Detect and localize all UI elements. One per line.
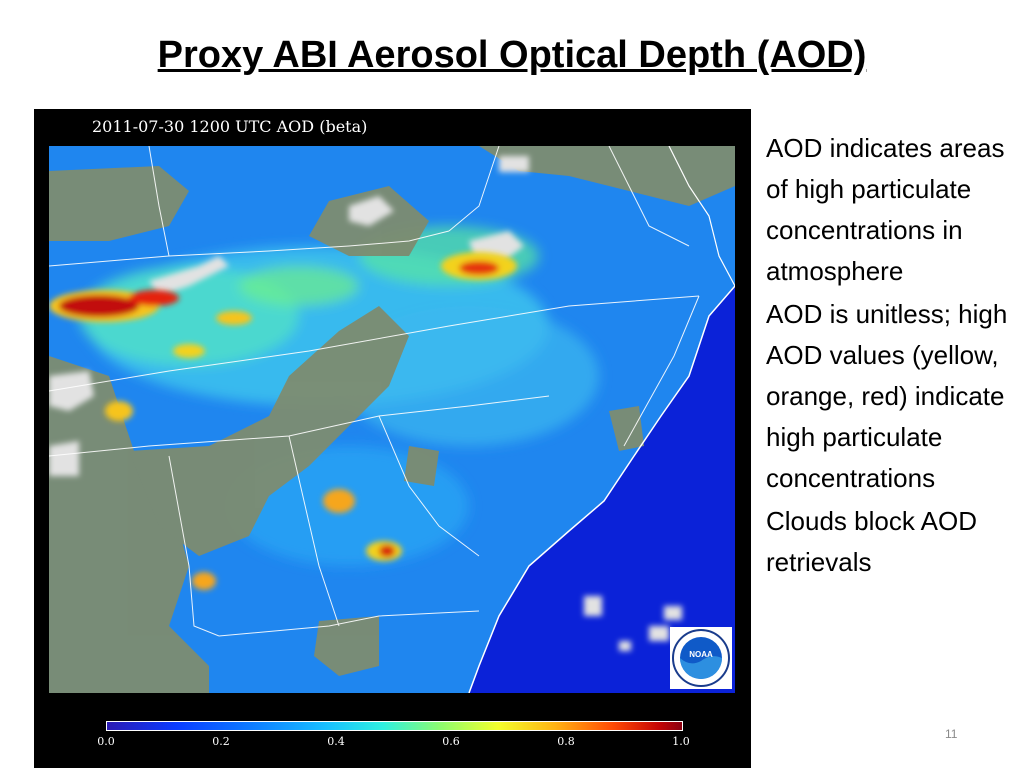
aod-hotspot: [192, 572, 216, 590]
aod-map-panel: 2011-07-30 1200 UTC AOD (beta): [34, 109, 751, 768]
colorbar-tick: 0.8: [557, 735, 575, 748]
state-boundaries: [49, 146, 700, 637]
aod-hotspot: [105, 401, 133, 421]
colorbar-tick: 1.0: [672, 735, 690, 748]
aod-satellite-map: [49, 146, 735, 693]
coastline-north: [668, 146, 735, 287]
noaa-logo: NOAA: [670, 627, 732, 689]
no-retrieval-areas: [49, 146, 735, 693]
aod-hotspot: [323, 489, 355, 513]
colorbar-tick: 0.4: [327, 735, 345, 748]
colorbar: [106, 721, 683, 731]
coastline: [468, 285, 735, 693]
bullet-item: AOD is unitless; high AOD values (yellow…: [766, 299, 1008, 493]
colorbar-tick: 0.0: [97, 735, 115, 748]
cloud-areas: [49, 156, 682, 651]
slide-title: Proxy ABI Aerosol Optical Depth (AOD): [157, 34, 867, 76]
map-header: 2011-07-30 1200 UTC AOD (beta): [92, 117, 368, 136]
aod-hotspot: [379, 545, 395, 557]
slide-number: 11: [945, 727, 958, 741]
noaa-logo-text: NOAA: [689, 650, 713, 659]
aod-hotspot: [216, 311, 252, 325]
aod-hotspot: [459, 261, 499, 275]
bullet-list: AOD indicates areas of high particulate …: [766, 128, 1018, 585]
colorbar-tick: 0.6: [442, 735, 460, 748]
aod-hotspot: [59, 295, 139, 317]
aod-hotspot: [129, 290, 179, 306]
bullet-item: AOD indicates areas of high particulate …: [766, 133, 1005, 286]
colorbar-tick: 0.2: [212, 735, 230, 748]
colorbar-gradient: [106, 721, 683, 731]
bullet-item: Clouds block AOD retrievals: [766, 506, 977, 577]
aod-hotspot: [173, 344, 205, 358]
